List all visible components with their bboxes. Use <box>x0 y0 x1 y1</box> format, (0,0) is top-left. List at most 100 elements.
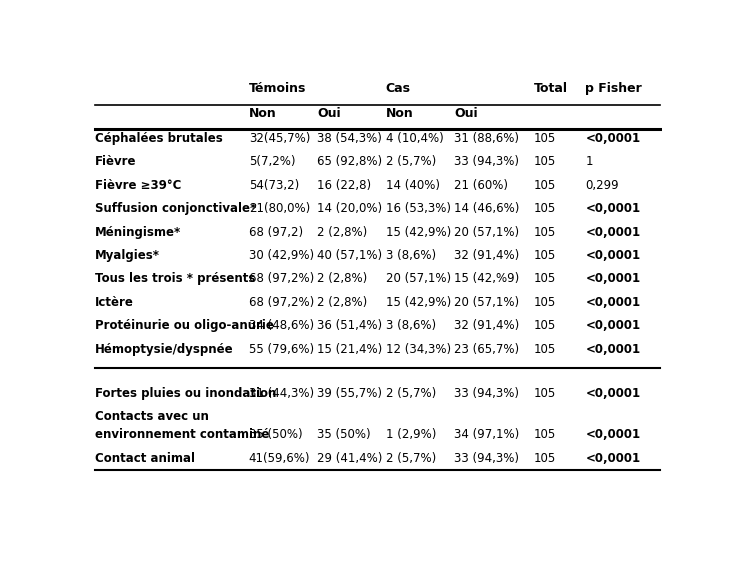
Text: 105: 105 <box>534 319 556 332</box>
Text: 105: 105 <box>534 272 556 285</box>
Text: 105: 105 <box>534 387 556 400</box>
Text: 105: 105 <box>534 249 556 262</box>
Text: 68 (97,2): 68 (97,2) <box>249 226 303 239</box>
Text: 39 (55,7%): 39 (55,7%) <box>317 387 382 400</box>
Text: 33 (94,3%): 33 (94,3%) <box>454 155 519 168</box>
Text: Oui: Oui <box>317 107 341 120</box>
Text: Cas: Cas <box>386 81 411 94</box>
Text: Non: Non <box>386 107 414 120</box>
Text: 14 (20,0%): 14 (20,0%) <box>317 202 383 215</box>
Text: <0,0001: <0,0001 <box>585 319 640 332</box>
Text: 105: 105 <box>534 155 556 168</box>
Text: 35 (50%): 35 (50%) <box>317 428 371 441</box>
Text: <0,0001: <0,0001 <box>585 249 640 262</box>
Text: <0,0001: <0,0001 <box>585 272 640 285</box>
Text: 3 (8,6%): 3 (8,6%) <box>386 249 436 262</box>
Text: 20 (57,1%): 20 (57,1%) <box>386 272 451 285</box>
Text: 105: 105 <box>534 428 556 441</box>
Text: 14 (40%): 14 (40%) <box>386 179 439 192</box>
Text: Protéinurie ou oligo-anurie: Protéinurie ou oligo-anurie <box>95 319 274 332</box>
Text: 31 (88,6%): 31 (88,6%) <box>454 132 519 145</box>
Text: Contacts avec un: Contacts avec un <box>95 410 209 423</box>
Text: 16 (53,3%): 16 (53,3%) <box>386 202 450 215</box>
Text: 15 (42,%9): 15 (42,%9) <box>454 272 520 285</box>
Text: <0,0001: <0,0001 <box>585 132 640 145</box>
Text: <0,0001: <0,0001 <box>585 428 640 441</box>
Text: Oui: Oui <box>454 107 478 120</box>
Text: <0,0001: <0,0001 <box>585 452 640 465</box>
Text: 23 (65,7%): 23 (65,7%) <box>454 343 520 356</box>
Text: 21 (60%): 21 (60%) <box>454 179 508 192</box>
Text: 1: 1 <box>585 155 593 168</box>
Text: 15 (42,9%): 15 (42,9%) <box>386 226 451 239</box>
Text: <0,0001: <0,0001 <box>585 202 640 215</box>
Text: Fièvre ≥39°C: Fièvre ≥39°C <box>95 179 181 192</box>
Text: 15 (42,9%): 15 (42,9%) <box>386 296 451 309</box>
Text: 105: 105 <box>534 179 556 192</box>
Text: 105: 105 <box>534 132 556 145</box>
Text: 32(45,7%): 32(45,7%) <box>249 132 311 145</box>
Text: Fièvre: Fièvre <box>95 155 136 168</box>
Text: 54(73,2): 54(73,2) <box>249 179 299 192</box>
Text: Total: Total <box>534 81 568 94</box>
Text: 5(7,2%): 5(7,2%) <box>249 155 295 168</box>
Text: 36 (51,4%): 36 (51,4%) <box>317 319 383 332</box>
Text: <0,0001: <0,0001 <box>585 387 640 400</box>
Text: 4 (10,4%): 4 (10,4%) <box>386 132 444 145</box>
Text: 14 (46,6%): 14 (46,6%) <box>454 202 520 215</box>
Text: 2 (5,7%): 2 (5,7%) <box>386 452 436 465</box>
Text: 29 (41,4%): 29 (41,4%) <box>317 452 383 465</box>
Text: Suffusion conjonctivale*: Suffusion conjonctivale* <box>95 202 256 215</box>
Text: 16 (22,8): 16 (22,8) <box>317 179 372 192</box>
Text: 68 (97,2%): 68 (97,2%) <box>249 272 314 285</box>
Text: Non: Non <box>249 107 277 120</box>
Text: 41(59,6%): 41(59,6%) <box>249 452 311 465</box>
Text: Ictère: Ictère <box>95 296 134 309</box>
Text: <0,0001: <0,0001 <box>585 226 640 239</box>
Text: 105: 105 <box>534 343 556 356</box>
Text: 31 (44,3%): 31 (44,3%) <box>249 387 314 400</box>
Text: environnement contaminé: environnement contaminé <box>95 428 269 441</box>
Text: Céphalées brutales: Céphalées brutales <box>95 132 222 145</box>
Text: 65 (92,8%): 65 (92,8%) <box>317 155 383 168</box>
Text: 12 (34,3%): 12 (34,3%) <box>386 343 451 356</box>
Text: 1 (2,9%): 1 (2,9%) <box>386 428 436 441</box>
Text: 21(80,0%): 21(80,0%) <box>249 202 310 215</box>
Text: Hémoptysie/dyspnée: Hémoptysie/dyspnée <box>95 343 233 356</box>
Text: 40 (57,1%): 40 (57,1%) <box>317 249 383 262</box>
Text: Fortes pluies ou inondation: Fortes pluies ou inondation <box>95 387 276 400</box>
Text: 105: 105 <box>534 226 556 239</box>
Text: 55 (79,6%): 55 (79,6%) <box>249 343 314 356</box>
Text: p Fisher: p Fisher <box>585 81 642 94</box>
Text: 20 (57,1%): 20 (57,1%) <box>454 296 520 309</box>
Text: 2 (2,8%): 2 (2,8%) <box>317 226 367 239</box>
Text: Témoins: Témoins <box>249 81 306 94</box>
Text: <0,0001: <0,0001 <box>585 343 640 356</box>
Text: 33 (94,3%): 33 (94,3%) <box>454 387 519 400</box>
Text: 2 (5,7%): 2 (5,7%) <box>386 155 436 168</box>
Text: 105: 105 <box>534 296 556 309</box>
Text: <0,0001: <0,0001 <box>585 296 640 309</box>
Text: 33 (94,3%): 33 (94,3%) <box>454 452 519 465</box>
Text: 0,299: 0,299 <box>585 179 619 192</box>
Text: 32 (91,4%): 32 (91,4%) <box>454 249 520 262</box>
Text: 15 (21,4%): 15 (21,4%) <box>317 343 383 356</box>
Text: 30 (42,9%): 30 (42,9%) <box>249 249 314 262</box>
Text: 38 (54,3%): 38 (54,3%) <box>317 132 382 145</box>
Text: 35 (50%): 35 (50%) <box>249 428 302 441</box>
Text: 3 (8,6%): 3 (8,6%) <box>386 319 436 332</box>
Text: 34 (97,1%): 34 (97,1%) <box>454 428 520 441</box>
Text: 34 (48,6%): 34 (48,6%) <box>249 319 314 332</box>
Text: Contact animal: Contact animal <box>95 452 195 465</box>
Text: 2 (5,7%): 2 (5,7%) <box>386 387 436 400</box>
Text: 105: 105 <box>534 202 556 215</box>
Text: 32 (91,4%): 32 (91,4%) <box>454 319 520 332</box>
Text: Tous les trois * présents: Tous les trois * présents <box>95 272 255 285</box>
Text: 2 (2,8%): 2 (2,8%) <box>317 272 367 285</box>
Text: 68 (97,2%): 68 (97,2%) <box>249 296 314 309</box>
Text: 105: 105 <box>534 452 556 465</box>
Text: 20 (57,1%): 20 (57,1%) <box>454 226 520 239</box>
Text: Myalgies*: Myalgies* <box>95 249 160 262</box>
Text: 2 (2,8%): 2 (2,8%) <box>317 296 367 309</box>
Text: Méningisme*: Méningisme* <box>95 226 181 239</box>
